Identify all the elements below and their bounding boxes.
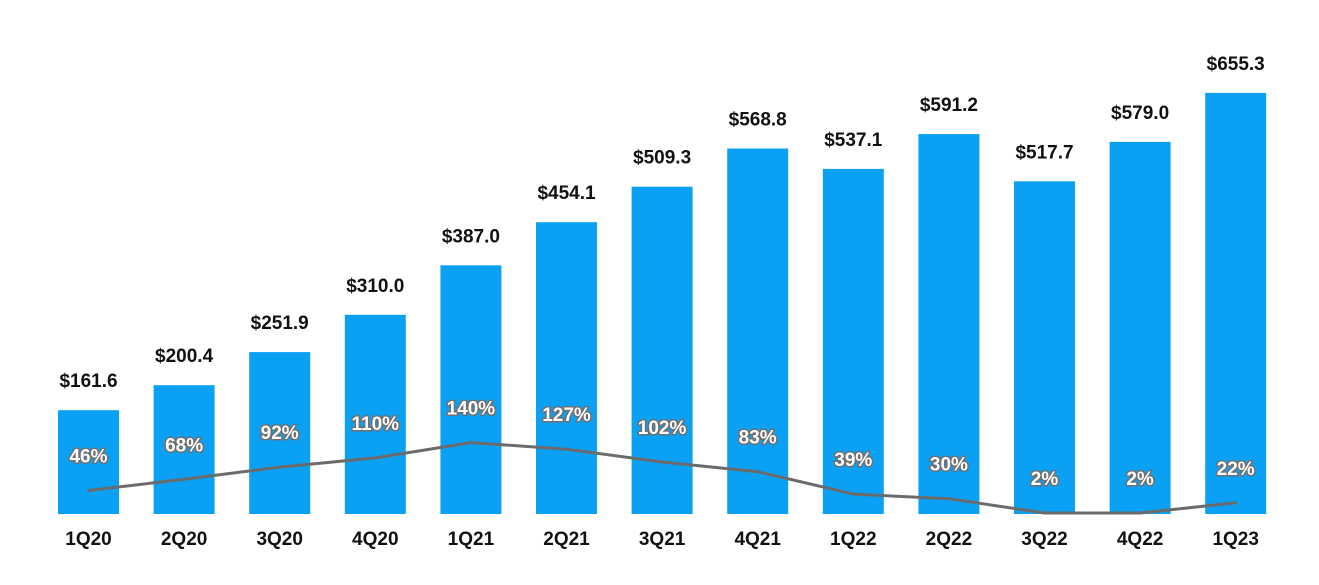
bar-value-label: $387.0 — [442, 226, 500, 247]
growth-label: 46% — [69, 447, 107, 468]
category-label: 3Q22 — [1021, 529, 1067, 550]
value-labels-layer: $161.6 $200.4 $251.9 $310.0 $387.0 $454.1 $509… — [59, 54, 1264, 392]
growth-label: 92% — [261, 423, 299, 444]
growth-labels-layer: 46% 68% 92% 110% 140% 127% 102% 83% 39% 30% 2% 2% 22… — [68, 397, 1256, 491]
bar-3Q22 — [1014, 181, 1075, 515]
bar-4Q22 — [1109, 141, 1171, 514]
bar-1Q20 — [58, 410, 119, 514]
bar-value-label: $537.1 — [824, 130, 883, 151]
growth-label: 102% — [638, 418, 687, 439]
bar-2Q20 — [153, 385, 215, 514]
growth-label: 68% — [165, 435, 203, 456]
bar-1Q23 — [1205, 92, 1267, 515]
bar-value-label: $568.8 — [729, 110, 787, 131]
bar-2Q21 — [536, 222, 597, 514]
growth-label: 83% — [739, 428, 777, 449]
category-label: 1Q20 — [65, 529, 111, 550]
bar-value-label: $200.4 — [155, 346, 214, 367]
category-label: 1Q21 — [448, 529, 495, 550]
growth-line-layer — [87, 441, 1238, 515]
growth-label: 22% — [1217, 459, 1255, 480]
growth-label: 2% — [1031, 469, 1059, 490]
category-label: 4Q21 — [734, 529, 781, 550]
category-label: 2Q20 — [161, 529, 207, 550]
bar-value-label: $161.6 — [59, 371, 117, 392]
bar-1Q22 — [822, 168, 884, 514]
growth-label: 30% — [930, 455, 968, 476]
growth-label: 110% — [352, 414, 400, 435]
bar-4Q21 — [727, 148, 789, 514]
category-label: 3Q21 — [639, 529, 686, 550]
category-label: 4Q20 — [352, 529, 398, 550]
bar-value-label: $591.2 — [920, 95, 978, 116]
bar-value-label: $655.3 — [1207, 54, 1265, 75]
bar-3Q20 — [249, 352, 311, 514]
bar-value-label: $310.0 — [346, 276, 404, 297]
growth-label: 39% — [834, 450, 872, 471]
bar-4Q20 — [344, 314, 406, 514]
bar-value-label: $579.0 — [1111, 103, 1169, 124]
growth-label: 140% — [447, 399, 496, 420]
bars-layer — [58, 92, 1267, 515]
bar-1Q21 — [440, 265, 502, 514]
growth-line — [87, 441, 1238, 515]
category-label: 2Q22 — [926, 529, 972, 550]
bar-value-label: $509.3 — [633, 148, 691, 169]
bar-value-label: $251.9 — [251, 313, 309, 334]
category-label: 1Q22 — [830, 529, 876, 550]
category-label: 1Q23 — [1212, 529, 1258, 550]
category-labels-layer: 1Q20 2Q20 3Q20 4Q20 1Q21 2Q21 3Q21 4Q21 1Q22 2Q22… — [65, 529, 1259, 550]
growth-label: 127% — [542, 405, 591, 426]
category-label: 2Q21 — [543, 529, 590, 550]
bar-value-label: $454.1 — [537, 183, 596, 204]
category-label: 3Q20 — [256, 529, 302, 550]
bar-2Q22 — [918, 134, 980, 514]
bar-value-label: $517.7 — [1015, 142, 1073, 163]
growth-label: 2% — [1126, 469, 1154, 490]
category-label: 4Q22 — [1117, 529, 1163, 550]
